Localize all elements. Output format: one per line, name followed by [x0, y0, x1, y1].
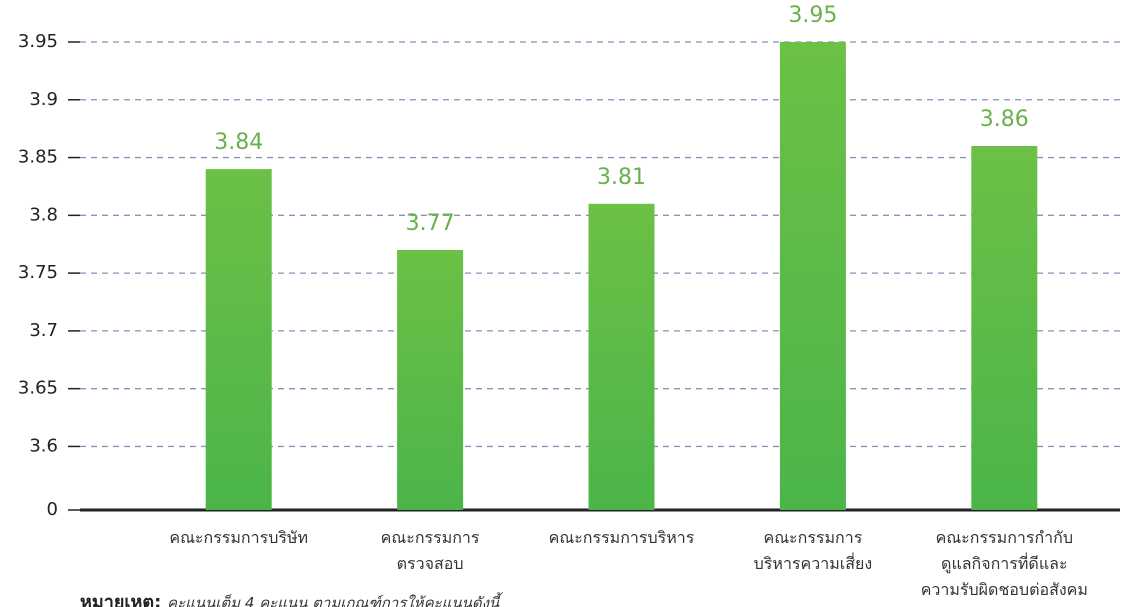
x-tick-label-line: คณะกรรมการบริษัท: [169, 528, 308, 547]
x-tick-label-line: คณะกรรมการ: [763, 528, 862, 547]
value-label: 3.81: [597, 165, 646, 190]
x-tick-label-line: คณะกรรมการ: [381, 528, 480, 547]
x-tick-label-line: ความรับผิดชอบต่อสังคม: [921, 580, 1088, 599]
y-tick-label: 3.9: [29, 89, 58, 110]
bar: [205, 169, 272, 510]
value-label: 3.84: [214, 130, 263, 155]
x-tick-label-line: บริหารความเสี่ยง: [754, 552, 873, 573]
y-tick-label: 3.95: [18, 31, 58, 52]
value-label: 3.86: [980, 107, 1029, 132]
x-tick-label-line: ดูแลกิจการที่ดีและ: [941, 552, 1067, 574]
x-tick-label-line: ตรวจสอบ: [397, 554, 464, 573]
y-tick-label: 3.65: [18, 378, 58, 399]
x-tick-label: คณะกรรมการบริหาร: [549, 528, 695, 547]
value-label: 3.95: [788, 3, 837, 28]
x-tick-label-line: คณะกรรมการกำกับ: [936, 528, 1073, 547]
bar: [588, 203, 655, 510]
x-tick-label: คณะกรรมการบริษัท: [169, 528, 308, 547]
y-tick-label: 3.8: [29, 204, 58, 225]
bar: [779, 42, 846, 510]
y-tick-label: 3.6: [29, 435, 58, 456]
x-tick-label: คณะกรรมการบริหารความเสี่ยง: [754, 528, 873, 573]
x-tick-label-line: คณะกรรมการบริหาร: [549, 528, 695, 547]
bar: [971, 146, 1038, 510]
y-tick-label: 3.75: [18, 262, 58, 283]
x-tick-label: คณะกรรมการกำกับดูแลกิจการที่ดีและความรับ…: [921, 528, 1088, 599]
y-tick-label: 3.7: [29, 320, 58, 341]
y-tick-label: 3.85: [18, 147, 58, 168]
note-label: หมายเหตุ:: [80, 592, 161, 607]
note: หมายเหตุ: คะแนนเต็ม 4 คะแนน ตามเกณฑ์การใ…: [80, 592, 504, 607]
note-text: คะแนนเต็ม 4 คะแนน ตามเกณฑ์การให้คะแนนดัง…: [167, 592, 504, 607]
y-tick-label: 0: [47, 499, 58, 520]
bar: [397, 250, 464, 510]
x-tick-label: คณะกรรมการตรวจสอบ: [381, 528, 480, 573]
value-label: 3.77: [406, 211, 455, 236]
